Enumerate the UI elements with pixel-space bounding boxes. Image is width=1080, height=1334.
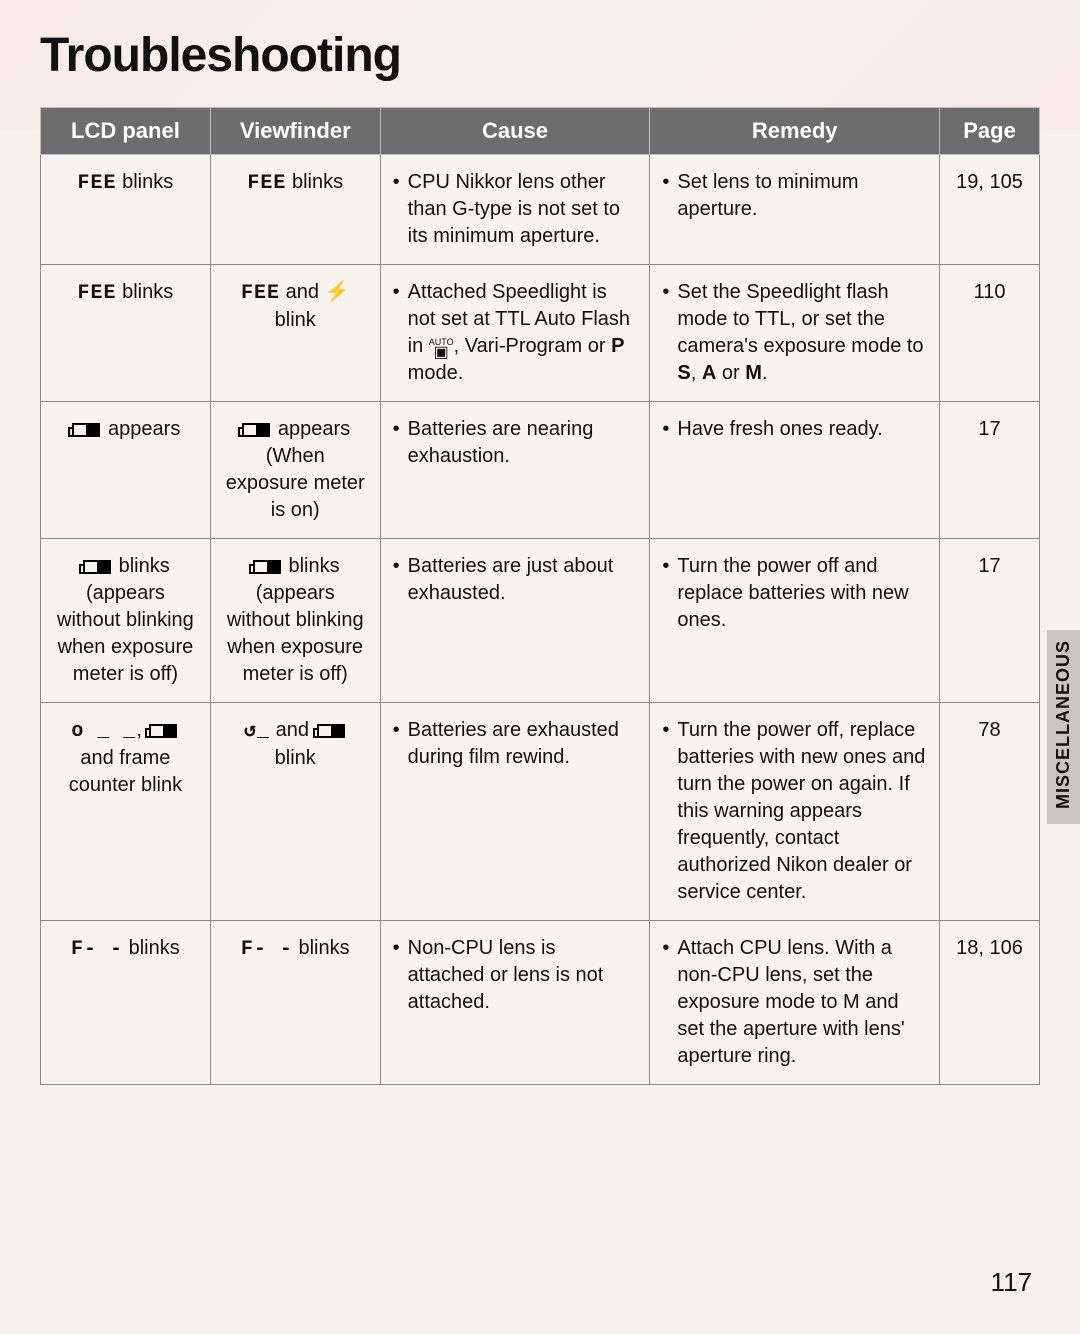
page-title: Troubleshooting — [40, 28, 1040, 83]
table-cell: FEE blinks — [210, 155, 380, 265]
table-header-row: LCD panelViewfinderCauseRemedyPage — [41, 108, 1040, 155]
table-body: FEE blinksFEE blinksCPU Nikkor lens othe… — [41, 155, 1040, 1085]
table-cell: Have fresh ones ready. — [650, 402, 940, 539]
section-tab: MISCELLANEOUS — [1047, 630, 1080, 824]
table-cell: Turn the power off and replace batteries… — [650, 539, 940, 703]
table-cell: Attached Speedlight is not set at TTL Au… — [380, 265, 650, 402]
troubleshooting-table: LCD panelViewfinderCauseRemedyPage FEE b… — [40, 107, 1040, 1085]
table-cell: appears — [41, 402, 211, 539]
table-row: o _ _, and frame counter blink↺_ and bli… — [41, 703, 1040, 921]
table-column-header: LCD panel — [41, 108, 211, 155]
table-cell: 78 — [940, 703, 1040, 921]
table-cell: Set the Speedlight flash mode to TTL, or… — [650, 265, 940, 402]
table-cell: 19, 105 — [940, 155, 1040, 265]
table-cell: blinks (appears without blinking when ex… — [210, 539, 380, 703]
table-cell: blinks (appears without blinking when ex… — [41, 539, 211, 703]
table-cell: Batteries are just about exhausted. — [380, 539, 650, 703]
table-cell: Turn the power off, replace batteries wi… — [650, 703, 940, 921]
table-cell: 17 — [940, 539, 1040, 703]
table-cell: o _ _, and frame counter blink — [41, 703, 211, 921]
table-cell: F- - blinks — [41, 921, 211, 1085]
table-row: F- - blinksF- - blinksNon-CPU lens is at… — [41, 921, 1040, 1085]
table-column-header: Cause — [380, 108, 650, 155]
table-column-header: Remedy — [650, 108, 940, 155]
table-cell: FEE blinks — [41, 265, 211, 402]
table-cell: 18, 106 — [940, 921, 1040, 1085]
table-column-header: Page — [940, 108, 1040, 155]
table-cell: FEE and ⚡ blink — [210, 265, 380, 402]
table-cell: Non-CPU lens is attached or lens is not … — [380, 921, 650, 1085]
table-column-header: Viewfinder — [210, 108, 380, 155]
table-cell: 110 — [940, 265, 1040, 402]
table-row: appears appears (When exposure meter is … — [41, 402, 1040, 539]
page-number: 117 — [991, 1267, 1032, 1298]
table-row: blinks (appears without blinking when ex… — [41, 539, 1040, 703]
table-cell: F- - blinks — [210, 921, 380, 1085]
table-cell: CPU Nikkor lens other than G-type is not… — [380, 155, 650, 265]
table-cell: Batteries are exhausted during film rewi… — [380, 703, 650, 921]
table-cell: Attach CPU lens. With a non-CPU lens, se… — [650, 921, 940, 1085]
table-cell: Batteries are nearing exhaustion. — [380, 402, 650, 539]
table-cell: 17 — [940, 402, 1040, 539]
table-cell: appears (When exposure meter is on) — [210, 402, 380, 539]
table-cell: ↺_ and blink — [210, 703, 380, 921]
page-content: Troubleshooting LCD panelViewfinderCause… — [0, 0, 1080, 1085]
section-tab-label: MISCELLANEOUS — [1053, 640, 1074, 809]
table-row: FEE blinksFEE blinksCPU Nikkor lens othe… — [41, 155, 1040, 265]
table-cell: FEE blinks — [41, 155, 211, 265]
table-cell: Set lens to minimum aperture. — [650, 155, 940, 265]
table-row: FEE blinksFEE and ⚡ blinkAttached Speedl… — [41, 265, 1040, 402]
